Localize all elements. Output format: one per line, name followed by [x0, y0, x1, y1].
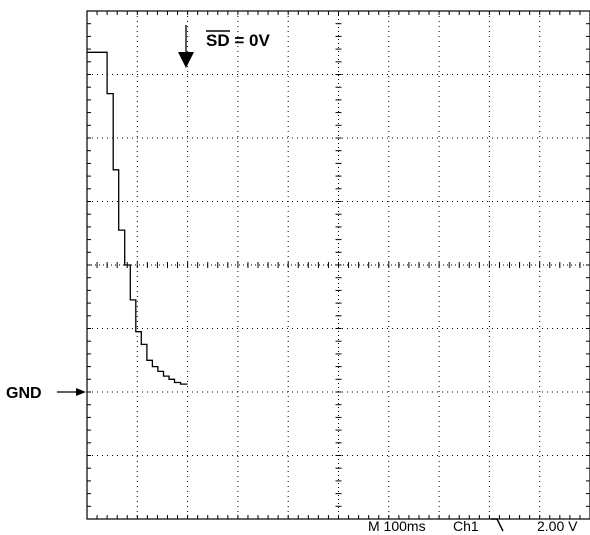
channel-1-trace	[87, 51, 188, 385]
gnd-arrow-icon	[57, 388, 86, 396]
falling-edge-icon	[491, 518, 504, 532]
graticule	[86, 10, 590, 520]
channel-readout: Ch1	[453, 518, 479, 534]
scale-readout: 2.00 V	[537, 518, 578, 534]
trigger-arrow-icon	[178, 25, 194, 68]
gnd-label: GND	[6, 385, 42, 402]
plot-frame	[86, 10, 590, 520]
timebase-readout: M 100ms	[368, 518, 426, 534]
trigger-label: SD = 0V	[206, 31, 270, 50]
